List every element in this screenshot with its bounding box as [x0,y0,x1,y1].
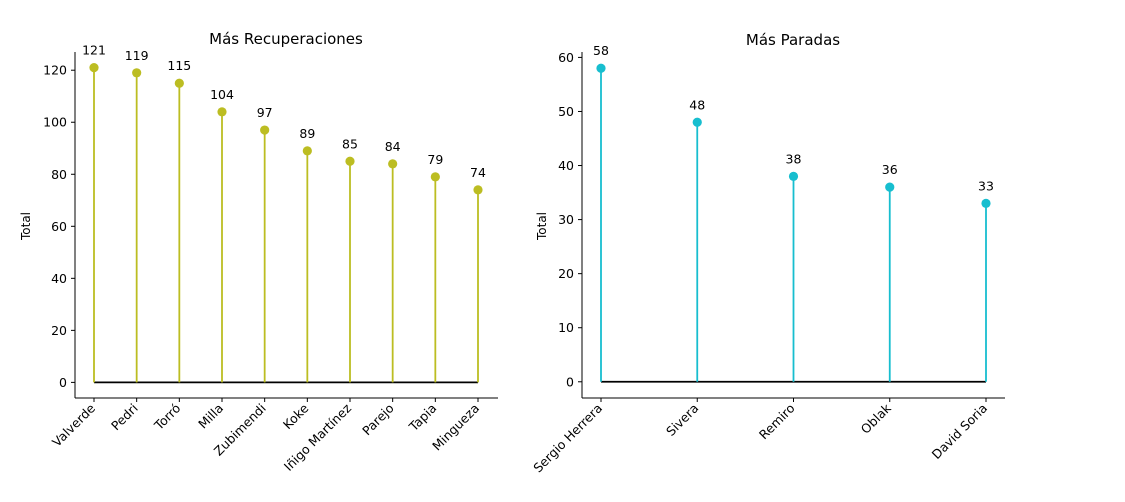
y-tick-label: 80 [51,167,67,182]
y-tick-label: 40 [558,158,574,173]
y-tick-label: 60 [558,50,574,65]
y-tick-label: 0 [59,375,67,390]
x-tick-label: Sergio Herrera [530,401,605,476]
data-label: 119 [125,48,149,63]
x-tick-label: David Soria [929,401,990,462]
data-point [981,199,990,208]
data-point [217,107,226,116]
x-tick-label: Valverde [49,400,98,449]
data-label: 79 [427,152,443,167]
x-tick-label: Mingueza [429,401,482,454]
x-tick-label: Koke [280,400,312,432]
y-tick-label: 60 [51,219,67,234]
data-point [789,172,798,181]
data-point [260,125,269,134]
data-point [473,185,482,194]
data-label: 74 [470,165,486,180]
data-point [388,159,397,168]
y-tick-label: 20 [558,266,574,281]
chart-title: Más Recuperaciones [209,30,363,48]
y-tick-label: 40 [51,271,67,286]
y-tick-label: 100 [43,115,67,130]
data-point [431,172,440,181]
x-tick-label: Torró [151,401,184,434]
x-tick-label: Milla [195,401,226,432]
chart-title: Más Paradas [746,31,840,49]
data-point [885,183,894,192]
data-label: 115 [167,58,191,73]
data-label: 36 [882,162,898,177]
data-label: 38 [786,151,802,166]
y-tick-label: 30 [558,212,574,227]
x-tick-label: Tapia [405,401,439,435]
data-label: 89 [299,126,315,141]
y-tick-label: 0 [566,374,574,389]
data-label: 33 [978,178,994,193]
data-point [303,146,312,155]
data-label: 84 [385,139,401,154]
data-point [175,79,184,88]
data-label: 58 [593,43,609,58]
y-axis-label: Total [19,212,33,241]
y-tick-label: 20 [51,323,67,338]
recoveries-chart: Más Recuperaciones Total 0 20 40 60 80 100 120… [19,30,498,474]
data-point [345,157,354,166]
saves-chart: Más Paradas Total 0 10 20 30 40 50 60 58 Sergio … [530,31,1005,475]
data-point [596,64,605,73]
data-point [693,118,702,127]
y-tick-label: 10 [558,320,574,335]
x-tick-label: Parejo [359,401,397,439]
y-axis-label: Total [535,212,549,241]
data-point [89,63,98,72]
data-label: 104 [210,87,234,102]
y-tick-label: 50 [558,104,574,119]
data-point [132,68,141,77]
x-tick-label: Oblak [858,400,895,437]
data-label: 48 [689,97,705,112]
data-label: 85 [342,136,358,151]
x-tick-label: Pedri [108,401,141,434]
x-tick-label: Sivera [663,401,701,439]
y-tick-label: 120 [43,63,67,78]
x-tick-label: Remiro [756,401,798,443]
data-label: 97 [257,105,273,120]
data-label: 121 [82,43,106,58]
